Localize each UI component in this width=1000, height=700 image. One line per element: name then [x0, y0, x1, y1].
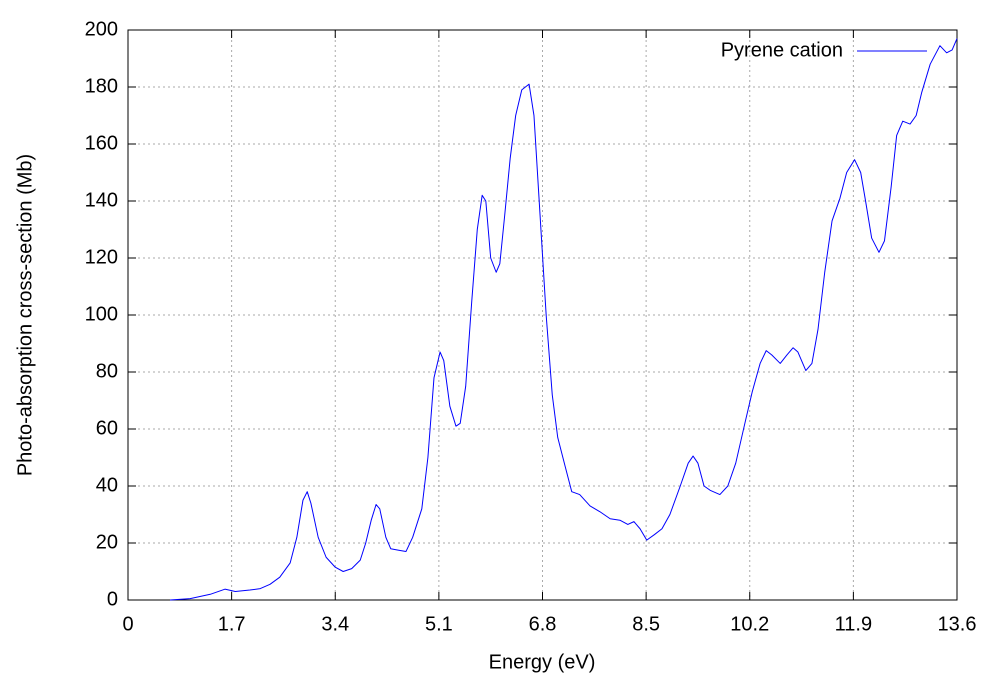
x-tick-label: 6.8: [529, 613, 557, 635]
y-tick-label: 0: [107, 588, 118, 610]
x-tick-label: 1.7: [218, 613, 246, 635]
x-tick-label: 5.1: [425, 613, 453, 635]
x-tick-label: 10.2: [730, 613, 769, 635]
y-axis-label: Photo-absorption cross-section (Mb): [14, 154, 36, 476]
y-tick-label: 200: [85, 18, 118, 40]
plot-frame: [127, 29, 958, 601]
legend-label: Pyrene cation: [721, 39, 843, 61]
y-tick-label: 20: [96, 531, 118, 553]
y-tick-label: 140: [85, 189, 118, 211]
x-axis-label: Energy (eV): [489, 651, 596, 673]
x-tick-label: 8.5: [632, 613, 660, 635]
x-tick-label: 11.9: [835, 613, 872, 635]
y-tick-label: 40: [96, 474, 118, 496]
y-tick-label: 120: [85, 246, 118, 268]
x-tick-label: 0: [122, 613, 133, 635]
y-tick-label: 180: [85, 75, 118, 97]
x-tick-label: 13.6: [938, 613, 977, 635]
y-tick-label: 60: [96, 417, 118, 439]
x-tick-label: 3.4: [321, 613, 349, 635]
y-tick-label: 100: [85, 303, 118, 325]
data-line: [170, 38, 958, 601]
y-tick-label: 80: [96, 360, 118, 382]
y-tick-label: 160: [85, 132, 118, 154]
